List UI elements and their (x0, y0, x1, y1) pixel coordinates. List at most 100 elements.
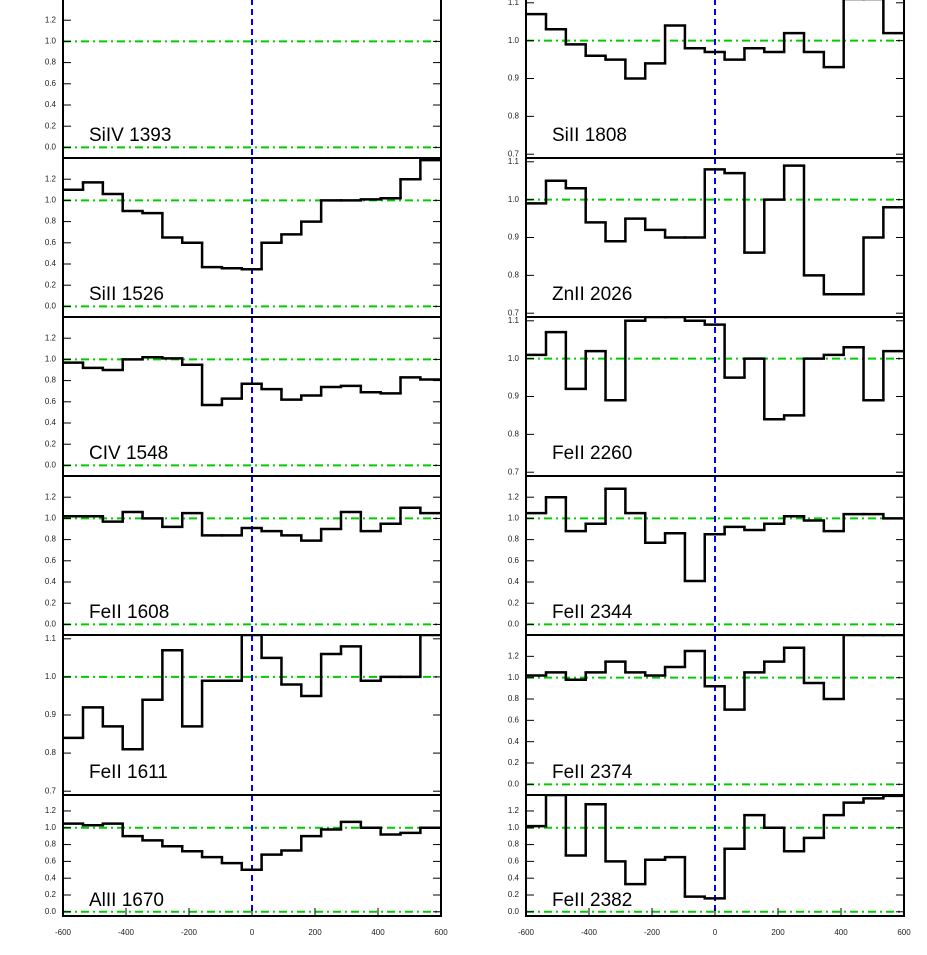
x-tick-label: -400 (118, 928, 135, 937)
y-tick-label: 0.8 (508, 535, 520, 544)
transition-label: FeII 1608 (89, 602, 169, 623)
x-tick-label: 600 (897, 928, 911, 937)
x-tick-label: -400 (581, 928, 598, 937)
panel (63, 317, 441, 476)
y-tick-label: 1.0 (45, 355, 57, 364)
transition-label: CIV 1548 (89, 443, 168, 464)
y-tick-label: 1.2 (45, 333, 57, 342)
y-tick-label: 1.2 (45, 806, 57, 815)
x-tick-label: 400 (371, 928, 385, 937)
y-tick-label: 0.8 (45, 748, 57, 757)
panel (63, 0, 441, 158)
y-tick-label: 1.0 (508, 514, 520, 523)
y-tick-label: 0.2 (45, 598, 57, 607)
y-tick-label: 0.8 (508, 429, 520, 438)
y-tick-label: 1.0 (45, 196, 57, 205)
y-tick-label: 1.0 (508, 673, 520, 682)
y-tick-label: 0.6 (45, 79, 57, 88)
y-tick-label: 0.6 (45, 238, 57, 247)
y-tick-label: 1.2 (508, 806, 520, 815)
y-tick-label: 1.0 (45, 672, 57, 681)
y-tick-label: 0.6 (508, 856, 520, 865)
y-tick-label: 1.0 (508, 823, 520, 832)
transition-label: FeII 2382 (552, 890, 632, 911)
y-tick-label: 0.7 (508, 467, 520, 476)
y-tick-label: 0.2 (45, 280, 57, 289)
y-tick-label: 1.1 (508, 316, 520, 325)
y-tick-label: 1.0 (45, 514, 57, 523)
y-tick-label: 1.1 (508, 0, 520, 7)
y-tick-label: 0.4 (508, 873, 520, 882)
panel (526, 0, 904, 158)
y-tick-label: 0.4 (45, 577, 57, 586)
panel (526, 476, 904, 635)
x-tick-label: 400 (834, 928, 848, 937)
y-tick-label: 0.2 (45, 439, 57, 448)
y-tick-label: 1.0 (508, 354, 520, 363)
y-tick-label: 0.6 (508, 556, 520, 565)
y-tick-label: 1.2 (45, 492, 57, 501)
x-tick-label: 200 (771, 928, 785, 937)
y-tick-label: 1.0 (508, 36, 520, 45)
y-tick-label: 1.1 (508, 157, 520, 166)
y-tick-label: 0.8 (45, 376, 57, 385)
y-tick-label: 1.0 (45, 37, 57, 46)
y-tick-label: 0.2 (45, 121, 57, 130)
y-tick-label: 1.0 (45, 823, 57, 832)
transition-label: ZnII 2026 (552, 284, 632, 305)
y-tick-label: 0.0 (508, 620, 520, 629)
x-tick-label: 600 (434, 928, 448, 937)
y-tick-label: 0.4 (45, 100, 57, 109)
panel (526, 317, 904, 476)
transition-label: SiIV 1393 (89, 125, 171, 146)
panel (526, 158, 904, 317)
transition-label: FeII 2374 (552, 762, 633, 783)
y-tick-label: 0.9 (508, 392, 520, 401)
x-tick-label: -200 (644, 928, 661, 937)
panel (63, 158, 441, 317)
transition-label: SiII 1808 (552, 125, 627, 146)
y-tick-label: 0.2 (508, 758, 520, 767)
y-tick-label: 0.8 (508, 111, 520, 120)
y-tick-label: 0.9 (45, 710, 57, 719)
panel (63, 635, 441, 795)
panel (63, 476, 441, 635)
y-tick-label: 0.8 (45, 217, 57, 226)
x-tick-label: 0 (250, 928, 255, 937)
transition-label: FeII 2344 (552, 602, 633, 623)
y-tick-label: 0.8 (508, 840, 520, 849)
transition-label: AlII 1670 (89, 890, 164, 911)
transition-label: SiII 1526 (89, 284, 164, 305)
y-tick-label: 0.9 (508, 74, 520, 83)
x-tick-label: -200 (181, 928, 198, 937)
panel (526, 635, 904, 795)
y-tick-label: 0.4 (45, 259, 57, 268)
x-tick-label: -600 (518, 928, 535, 937)
y-tick-label: 0.6 (508, 715, 520, 724)
y-tick-label: 0.6 (45, 856, 57, 865)
y-tick-label: 0.2 (45, 890, 57, 899)
y-tick-label: 0.0 (45, 302, 57, 311)
transition-label: FeII 1611 (89, 762, 168, 783)
x-tick-label: -600 (55, 928, 72, 937)
y-tick-label: 0.0 (45, 620, 57, 629)
y-tick-label: 0.2 (508, 598, 520, 607)
y-tick-label: 0.4 (45, 418, 57, 427)
x-tick-label: 0 (713, 928, 718, 937)
y-tick-label: 0.8 (508, 270, 520, 279)
y-tick-label: 0.9 (508, 233, 520, 242)
y-tick-label: 0.4 (508, 577, 520, 586)
panel (526, 795, 904, 916)
y-tick-label: 1.0 (508, 195, 520, 204)
y-tick-label: 0.0 (508, 907, 520, 916)
y-tick-label: 0.2 (508, 890, 520, 899)
y-tick-label: 1.2 (508, 492, 520, 501)
y-tick-label: 0.0 (45, 461, 57, 470)
y-tick-label: 0.6 (45, 397, 57, 406)
y-tick-label: 0.8 (508, 694, 520, 703)
y-tick-label: 0.7 (508, 308, 520, 317)
y-tick-label: 1.1 (45, 634, 57, 643)
y-tick-label: 0.8 (45, 840, 57, 849)
